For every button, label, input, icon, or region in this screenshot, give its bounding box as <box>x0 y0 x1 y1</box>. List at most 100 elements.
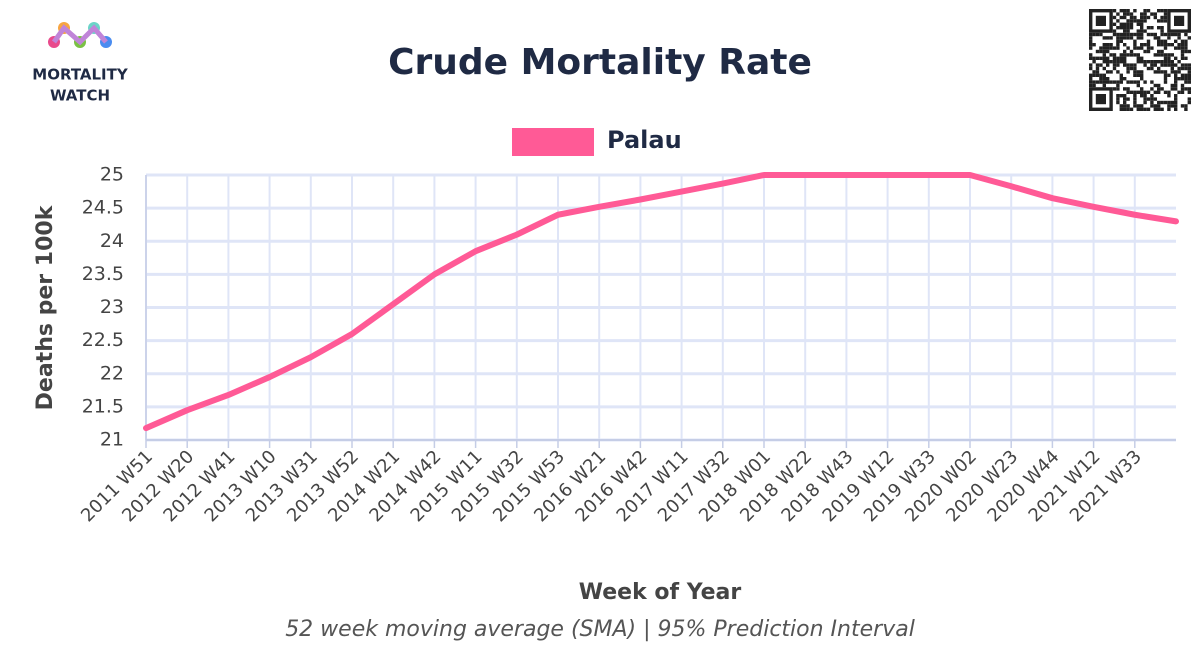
qr-cell <box>1157 70 1161 74</box>
qr-cell <box>1140 29 1144 33</box>
qr-cell <box>1180 49 1185 54</box>
qr-cell <box>1102 56 1106 60</box>
qr-code <box>1088 8 1192 112</box>
qr-cell <box>1112 46 1117 50</box>
qr-cell <box>1167 107 1171 111</box>
qr-cell <box>1095 70 1100 74</box>
qr-cell <box>1143 29 1147 33</box>
qr-cell <box>1119 60 1123 64</box>
qr-cell <box>1146 32 1151 37</box>
qr-cell <box>1184 43 1188 47</box>
brand-text: WATCH <box>50 87 110 105</box>
qr-cell <box>1184 104 1188 108</box>
qr-cell <box>1140 56 1144 60</box>
qr-cell <box>1153 104 1157 108</box>
qr-cell <box>1126 63 1130 67</box>
qr-cell <box>1180 104 1185 108</box>
qr-cell <box>1150 66 1154 71</box>
qr-cell <box>1089 56 1093 60</box>
qr-cell <box>1133 46 1137 50</box>
qr-cell <box>1140 104 1144 108</box>
qr-cell <box>1150 80 1154 84</box>
qr-finder <box>1167 8 1192 33</box>
qr-cell <box>1163 90 1168 94</box>
qr-cell <box>1157 39 1161 43</box>
qr-cell <box>1106 60 1110 64</box>
qr-cell <box>1184 56 1188 60</box>
qr-cell <box>1153 60 1157 64</box>
qr-cell <box>1136 104 1140 108</box>
qr-cell <box>1119 73 1123 77</box>
qr-cell <box>1136 22 1140 26</box>
qr-cell <box>1133 63 1137 67</box>
qr-cell <box>1129 107 1134 111</box>
qr-cell <box>1163 43 1168 47</box>
qr-cell <box>1133 80 1137 84</box>
qr-cell <box>1116 80 1120 84</box>
qr-cell <box>1163 80 1168 84</box>
qr-cell <box>1092 43 1096 47</box>
qr-cell <box>1099 49 1103 54</box>
qr-cell <box>1136 60 1140 64</box>
qr-cell <box>1174 77 1178 81</box>
qr-cell <box>1109 36 1113 40</box>
qr-cell <box>1112 22 1117 26</box>
qr-cell <box>1112 32 1117 37</box>
qr-cell <box>1177 77 1181 81</box>
line <box>143 172 1179 432</box>
qr-cell <box>1174 97 1178 101</box>
qr-cell <box>1116 100 1120 105</box>
qr-cell <box>1140 77 1144 81</box>
qr-cell <box>1123 107 1127 111</box>
qr-cell <box>1102 53 1106 57</box>
qr-cell <box>1129 32 1134 37</box>
qr-cell <box>1112 63 1117 67</box>
qr-cell <box>1150 60 1154 64</box>
qr-cell <box>1174 32 1178 37</box>
qr-cell <box>1116 39 1120 43</box>
qr-cell <box>1187 100 1191 105</box>
qr-cell <box>1095 80 1100 84</box>
qr-cell <box>1129 22 1134 26</box>
qr-cell <box>1126 36 1130 40</box>
qr-cell <box>1123 22 1127 26</box>
qr-cell <box>1133 94 1137 98</box>
qr-cell <box>1150 12 1154 16</box>
qr-cell <box>1180 53 1185 57</box>
qr-cell <box>1180 83 1185 88</box>
qr-cell <box>1150 104 1154 108</box>
qr-cell <box>1095 56 1100 60</box>
qr-cell <box>1089 80 1093 84</box>
qr-cell <box>1163 15 1168 20</box>
qr-cell <box>1146 90 1151 94</box>
qr-cell <box>1112 56 1117 60</box>
qr-cell <box>1153 107 1157 111</box>
qr-cell <box>1089 77 1093 81</box>
qr-cell <box>1123 53 1127 57</box>
qr-cell <box>1123 49 1127 54</box>
x-axis-label: Week of Year <box>579 580 742 605</box>
qr-cell <box>1177 46 1181 50</box>
qr-cell <box>1119 107 1123 111</box>
qr-finder <box>1095 15 1106 26</box>
qr-cell <box>1123 32 1127 37</box>
qr-cell <box>1174 46 1178 50</box>
y-tick-label: 24.5 <box>82 197 124 219</box>
qr-cell <box>1119 9 1123 13</box>
qr-cell <box>1143 90 1147 94</box>
qr-cell <box>1160 70 1164 74</box>
qr-cell <box>1174 83 1178 88</box>
qr-cell <box>1119 32 1123 37</box>
qr-cell <box>1116 12 1120 16</box>
qr-cell <box>1157 100 1161 105</box>
qr-cell <box>1089 43 1093 47</box>
qr-cell <box>1187 73 1191 77</box>
qr-cell <box>1160 63 1164 67</box>
qr-cell <box>1160 60 1164 64</box>
qr-cell <box>1102 43 1106 47</box>
qr-cell <box>1163 63 1168 67</box>
qr-cell <box>1157 60 1161 64</box>
qr-cell <box>1167 90 1171 94</box>
qr-cell <box>1136 56 1140 60</box>
qr-cell <box>1157 19 1161 23</box>
